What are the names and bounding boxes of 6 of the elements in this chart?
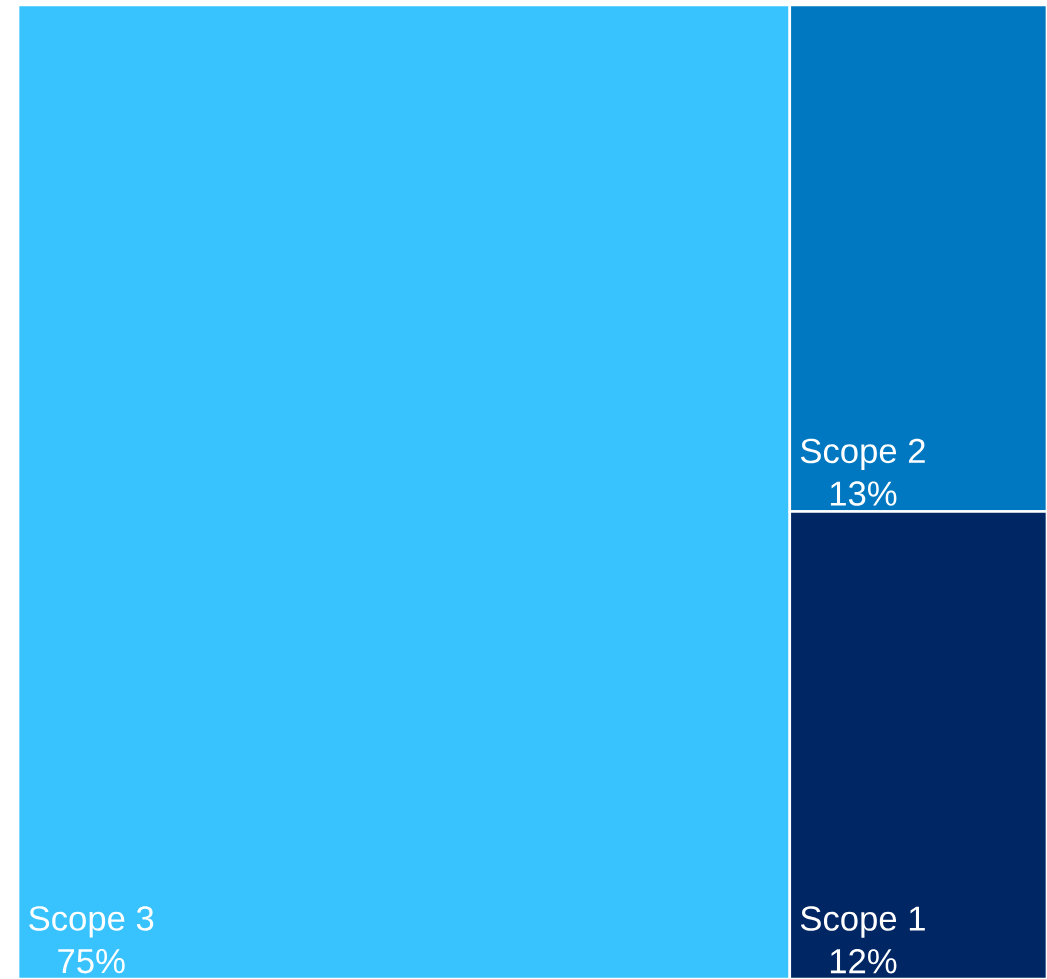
category-label: Scope 1 — [800, 906, 925, 938]
data-label: 12% — [830, 948, 897, 974]
category-label: Scope 3 — [29, 906, 154, 938]
data-label: 13% — [830, 481, 897, 506]
category-label: Scope 2 — [800, 438, 925, 471]
data-label: 75% — [58, 949, 125, 974]
